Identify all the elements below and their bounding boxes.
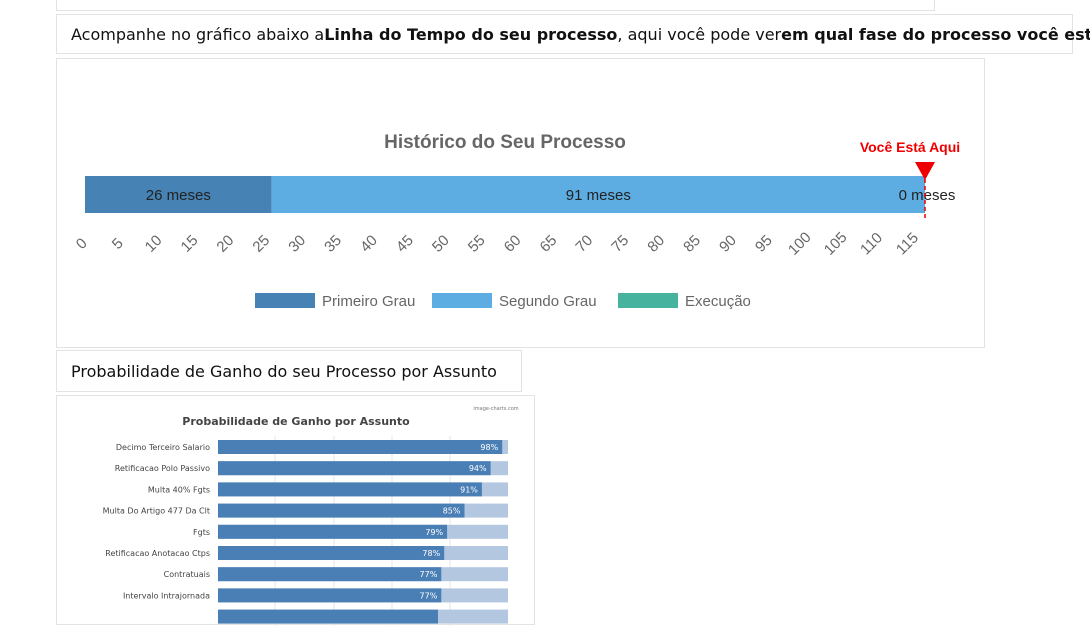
timeline-tick-label: 100 xyxy=(785,229,815,259)
probability-title: Probabilidade de Ganho por Assunto xyxy=(182,415,410,428)
timeline-tick-label: 25 xyxy=(249,232,273,256)
timeline-tick-label: 55 xyxy=(465,232,489,256)
probability-value-label: 78% xyxy=(422,549,440,558)
previous-card-edge xyxy=(56,0,935,11)
probability-bar xyxy=(218,503,465,518)
timeline-bar-label-2: 0 meses xyxy=(899,187,956,204)
timeline-bar-label-1: 91 meses xyxy=(566,187,631,204)
probability-category-label: Multa 40% Fgts xyxy=(148,485,210,494)
timeline-bar-1 xyxy=(271,176,925,213)
probability-bar xyxy=(218,482,482,497)
probability-value-label: 94% xyxy=(469,464,487,473)
legend-label-0: Primeiro Grau xyxy=(322,293,415,310)
probability-value-label: 85% xyxy=(443,507,461,516)
subject-probability-heading: Probabilidade de Ganho do seu Processo p… xyxy=(56,350,522,392)
probability-category-label: Contratuais xyxy=(164,570,210,579)
timeline-chart-svg: Histórico do Seu Processo 26 meses 91 mese… xyxy=(73,132,960,310)
probability-bar xyxy=(218,546,445,560)
probability-chart-svg: image-charts.com Probabilidade de Ganho p… xyxy=(103,406,519,626)
intro-text-part1: Acompanhe no gráfico abaixo a xyxy=(71,24,325,44)
subject-heading-text: Probabilidade de Ganho do seu Processo p… xyxy=(71,361,497,381)
probability-value-label: 91% xyxy=(460,485,478,494)
timeline-tick-label: 50 xyxy=(429,232,453,256)
probability-value-label: 77% xyxy=(420,591,438,600)
probability-value-label: 98% xyxy=(480,443,498,452)
timeline-tick-label: 85 xyxy=(680,232,704,256)
legend-swatch-0 xyxy=(255,293,315,308)
timeline-tick-label: 70 xyxy=(572,232,596,256)
timeline-tick-label: 35 xyxy=(321,232,345,256)
legend-swatch-2 xyxy=(618,293,678,308)
timeline-intro-text: Acompanhe no gráfico abaixo a Linha do T… xyxy=(56,14,1090,54)
timeline-tick-label: 40 xyxy=(357,232,381,256)
timeline-tick-label: 65 xyxy=(537,232,561,256)
timeline-tick-label: 80 xyxy=(644,232,668,256)
timeline-tick-label: 45 xyxy=(393,232,417,256)
timeline-tick-label: 0 xyxy=(73,235,91,253)
probability-bar xyxy=(218,588,442,603)
timeline-tick-label: 20 xyxy=(213,232,237,256)
timeline-title: Histórico do Seu Processo xyxy=(384,132,626,153)
image-charts-watermark: image-charts.com xyxy=(473,406,518,412)
probability-value-label: 79% xyxy=(425,528,443,537)
timeline-tick-label: 105 xyxy=(821,229,851,259)
probability-bar xyxy=(218,567,442,582)
legend-swatch-1 xyxy=(432,293,492,308)
legend-label-1: Segundo Grau xyxy=(499,293,597,310)
probability-bar xyxy=(218,440,503,454)
probability-value-label: 77% xyxy=(420,570,438,579)
legend-label-2: Execução xyxy=(685,293,751,310)
timeline-tick-label: 95 xyxy=(752,232,776,256)
intro-text-part2: , aqui você pode ver xyxy=(617,24,782,44)
probability-bar xyxy=(218,461,491,476)
probability-bar-partial xyxy=(218,609,438,624)
timeline-bar-label-0: 26 meses xyxy=(146,187,211,204)
probability-category-label: Decimo Terceiro Salario xyxy=(116,443,210,452)
timeline-tick-label: 30 xyxy=(285,232,309,256)
probability-category-label: Retificacao Anotacao Ctps xyxy=(105,549,210,558)
probability-category-label: Multa Do Artigo 477 Da Clt xyxy=(103,507,210,516)
timeline-tick-label: 115 xyxy=(893,229,922,258)
timeline-tick-label: 110 xyxy=(857,229,886,258)
current-position-label: Você Está Aqui xyxy=(860,139,960,155)
process-timeline-chart: Histórico do Seu Processo 26 meses 91 mese… xyxy=(56,58,985,348)
current-position-marker xyxy=(915,162,935,180)
timeline-tick-label: 90 xyxy=(716,232,740,256)
probability-category-label: Fgts xyxy=(193,528,210,537)
timeline-tick-label: 15 xyxy=(178,232,202,256)
intro-text-bold2: em qual fase do processo você está xyxy=(781,24,1090,44)
intro-text-bold1: Linha do Tempo do seu processo xyxy=(324,24,618,44)
probability-category-label: Intervalo Intrajornada xyxy=(123,591,210,600)
win-probability-chart: image-charts.com Probabilidade de Ganho p… xyxy=(56,395,535,626)
timeline-tick-label: 5 xyxy=(109,235,127,253)
timeline-tick-label: 10 xyxy=(142,232,166,256)
timeline-tick-label: 75 xyxy=(608,232,632,256)
probability-category-label: Retificacao Polo Passivo xyxy=(115,464,210,473)
timeline-tick-label: 60 xyxy=(501,232,525,256)
probability-bar xyxy=(218,524,448,539)
timeline-bar-0 xyxy=(85,176,272,213)
